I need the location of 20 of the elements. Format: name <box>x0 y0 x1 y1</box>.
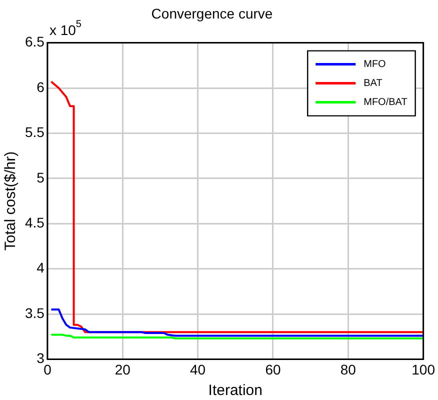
chart-title: Convergence curve <box>151 5 273 22</box>
x-tick-label: 40 <box>190 361 206 378</box>
y-tick-label: 3 <box>36 350 45 366</box>
x-tick-label: 100 <box>412 361 436 378</box>
x-tick-label: 60 <box>265 361 281 378</box>
x-tick-label: 20 <box>114 361 131 378</box>
x-tick-label: 0 <box>44 361 52 378</box>
legend-label: BAT <box>364 78 382 90</box>
y-tick-label: 5.5 <box>24 124 45 140</box>
y-tick-label: 3.5 <box>24 304 45 321</box>
y-tick-label: 4.5 <box>24 214 45 230</box>
y-tick-label: 4 <box>36 260 45 276</box>
legend-label: MFO <box>364 59 386 70</box>
y-tick-label: 6.5 <box>24 34 45 50</box>
y-axis-title: Total cost($/hr) <box>2 151 20 251</box>
x-tick-label: 80 <box>340 361 356 378</box>
y-tick-label: 5 <box>36 169 45 186</box>
legend-label: MFO/BAT <box>364 97 408 108</box>
x-axis-title: Iteration <box>208 382 262 400</box>
y-tick-label: 6 <box>36 78 45 95</box>
